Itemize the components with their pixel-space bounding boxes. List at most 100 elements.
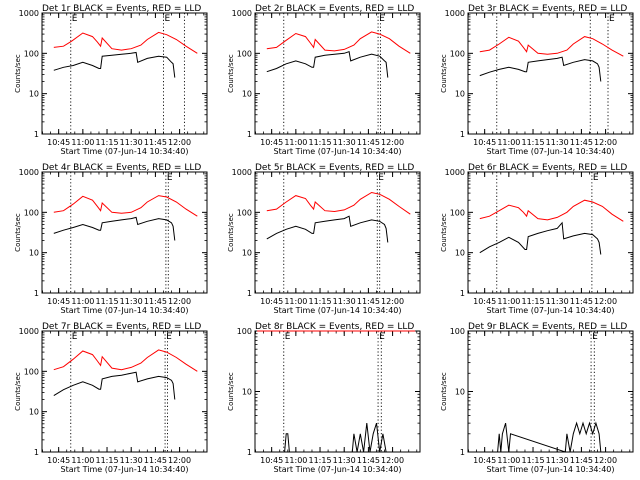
y-tick-label: 10 xyxy=(29,90,39,99)
x-tick-label: 12:00 xyxy=(594,297,617,306)
panel-1: Det 1r BLACK = Events, RED = LLD 1 10 100 10… xyxy=(14,4,208,156)
y-axis-label: Counts/sec xyxy=(440,372,448,411)
panel-7: Det 7r BLACK = Events, RED = LLD 1 10 100 10… xyxy=(14,322,208,474)
lld-series-line xyxy=(266,31,411,54)
x-tick-label: 12:00 xyxy=(381,456,404,465)
plot-frame xyxy=(41,12,208,135)
x-tick-label: 10:45 xyxy=(260,297,283,306)
y-tick-label: 1000 xyxy=(19,168,39,177)
x-tick-label: 11:15 xyxy=(522,138,545,147)
x-tick-label: 10:45 xyxy=(47,138,70,147)
x-axis-label: Start Time (07-Jun-14 10:34:40) xyxy=(61,465,189,474)
panel-5: Det 5r BLACK = Events, RED = LLD 1 10 100 10… xyxy=(227,163,421,315)
x-tick-label: 11:15 xyxy=(96,456,119,465)
events-series-line xyxy=(497,421,602,453)
x-tick-label: 11:00 xyxy=(71,297,94,306)
plot-frame xyxy=(467,330,634,453)
event-marker-label: E xyxy=(592,332,598,342)
x-tick-label: 11:00 xyxy=(71,138,94,147)
y-tick-label: 1000 xyxy=(19,9,39,18)
y-tick-label: 100 xyxy=(237,208,252,217)
x-tick-label: 11:45 xyxy=(570,138,593,147)
x-tick-label: 11:45 xyxy=(357,456,380,465)
y-tick-label: 10 xyxy=(455,249,465,258)
y-tick-label: 1 xyxy=(460,289,465,298)
y-tick-label: 10 xyxy=(455,388,465,397)
event-marker-label: E xyxy=(166,332,172,342)
x-tick-label: 12:00 xyxy=(381,297,404,306)
plot-frame xyxy=(254,171,421,294)
plot-frame xyxy=(254,330,421,453)
panel-title: Det 9r BLACK = Events, RED = LLD xyxy=(468,322,627,332)
events-series-line xyxy=(266,51,389,78)
y-tick-label: 10 xyxy=(29,249,39,258)
y-axis-label: Counts/sec xyxy=(440,213,448,252)
x-tick-label: 10:45 xyxy=(473,456,496,465)
y-tick-label: 1000 xyxy=(445,9,465,18)
x-tick-label: 11:00 xyxy=(497,138,520,147)
y-tick-label: 100 xyxy=(450,208,465,217)
x-tick-label: 12:00 xyxy=(381,138,404,147)
event-marker-label: E xyxy=(379,14,385,24)
y-tick-label: 10 xyxy=(242,249,252,258)
y-tick-label: 1000 xyxy=(19,327,39,336)
x-axis-label: Start Time (07-Jun-14 10:34:40) xyxy=(274,306,402,315)
lld-series-line xyxy=(53,31,198,54)
y-axis-label: Counts/sec xyxy=(14,372,22,411)
lld-series-line xyxy=(53,349,198,372)
y-tick-label: 1000 xyxy=(232,9,252,18)
x-tick-label: 11:00 xyxy=(284,456,307,465)
event-marker-label: E xyxy=(72,14,78,24)
plot-frame xyxy=(467,171,634,294)
panel-title: Det 4r BLACK = Events, RED = LLD xyxy=(42,163,201,173)
x-tick-label: 12:00 xyxy=(168,297,191,306)
x-tick-label: 11:00 xyxy=(71,456,94,465)
y-tick-label: 1 xyxy=(247,130,252,139)
y-tick-label: 1 xyxy=(34,448,39,457)
plot-frame xyxy=(254,12,421,135)
events-series-line xyxy=(53,51,176,78)
events-series-line xyxy=(53,216,176,241)
x-tick-label: 11:30 xyxy=(120,456,143,465)
x-tick-label: 12:00 xyxy=(168,456,191,465)
lld-series-line xyxy=(266,191,411,215)
lld-series-line xyxy=(479,199,624,222)
lld-series-line xyxy=(479,36,624,57)
x-tick-label: 10:45 xyxy=(473,297,496,306)
x-tick-label: 11:30 xyxy=(333,456,356,465)
x-tick-label: 11:45 xyxy=(357,297,380,306)
y-tick-label: 100 xyxy=(237,49,252,58)
y-tick-label: 1 xyxy=(34,289,39,298)
x-tick-label: 10:45 xyxy=(473,138,496,147)
x-tick-label: 11:00 xyxy=(284,138,307,147)
y-tick-label: 100 xyxy=(24,49,39,58)
event-marker-label: E xyxy=(379,332,385,342)
event-marker-label: E xyxy=(378,173,384,183)
y-tick-label: 100 xyxy=(24,208,39,217)
events-series-line xyxy=(53,371,176,400)
x-tick-label: 11:15 xyxy=(96,297,119,306)
x-tick-label: 11:15 xyxy=(309,456,332,465)
plot-frame xyxy=(41,171,208,294)
event-marker-label: E xyxy=(164,14,170,24)
y-axis-label: Counts/sec xyxy=(440,54,448,93)
x-axis-label: Start Time (07-Jun-14 10:34:40) xyxy=(274,147,402,156)
panel-title: Det 3r BLACK = Events, RED = LLD xyxy=(468,4,627,14)
x-tick-label: 11:30 xyxy=(546,297,569,306)
y-tick-label: 10 xyxy=(242,90,252,99)
x-tick-label: 10:45 xyxy=(260,456,283,465)
event-marker-label: E xyxy=(609,14,615,24)
x-tick-label: 12:00 xyxy=(594,138,617,147)
lld-series-line xyxy=(53,195,198,217)
events-series-line xyxy=(479,221,602,255)
y-axis-label: Counts/sec xyxy=(227,54,235,93)
x-tick-label: 10:45 xyxy=(47,297,70,306)
events-series-line xyxy=(284,422,388,453)
y-axis-label: Counts/sec xyxy=(227,213,235,252)
y-axis-label: Counts/sec xyxy=(14,213,22,252)
x-axis-label: Start Time (07-Jun-14 10:34:40) xyxy=(487,465,615,474)
x-axis-label: Start Time (07-Jun-14 10:34:40) xyxy=(487,306,615,315)
panel-title: Det 6r BLACK = Events, RED = LLD xyxy=(468,163,627,173)
y-tick-label: 100 xyxy=(24,367,39,376)
